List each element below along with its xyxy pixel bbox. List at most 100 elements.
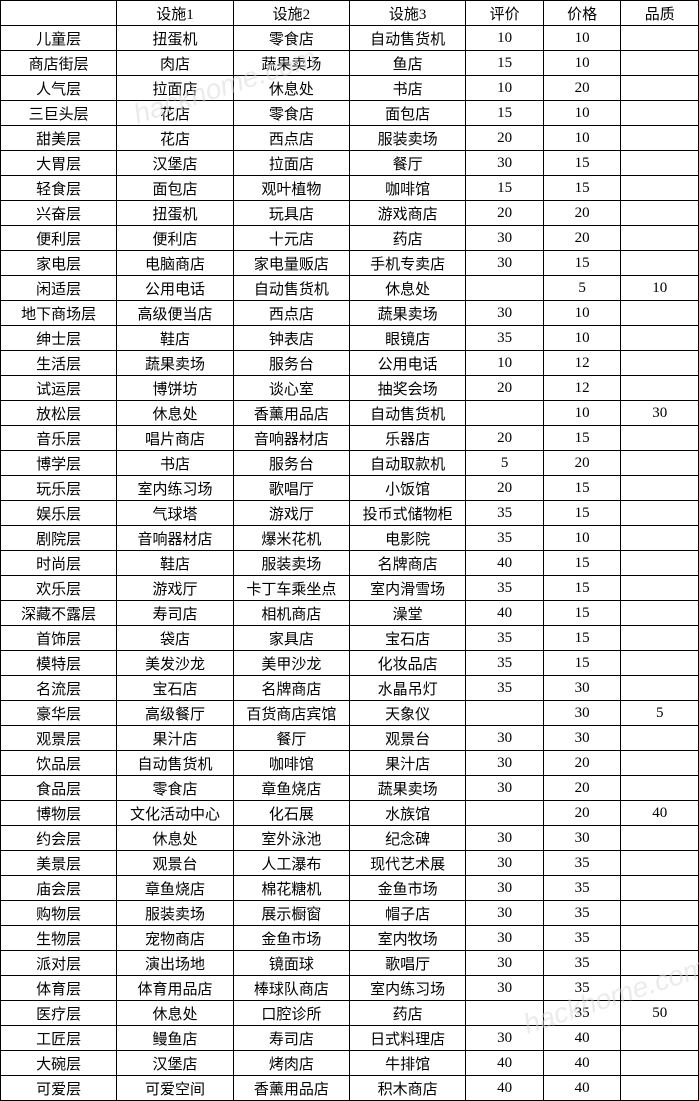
cell: 绅士层: [1, 326, 117, 351]
cell: 三巨头层: [1, 101, 117, 126]
cell: 香薰用品店: [233, 1076, 349, 1101]
facility-table: 设施1设施2设施3评价价格品质 儿童层扭蛋机零食店自动售货机1010商店街层肉店…: [0, 0, 699, 1101]
cell: [621, 901, 699, 926]
table-row: 甜美层花店西点店服装卖场2010: [1, 126, 699, 151]
cell: 现代艺术展: [349, 851, 465, 876]
table-row: 大碗层汉堡店烤肉店牛排馆4040: [1, 1051, 699, 1076]
cell: 12: [543, 351, 621, 376]
cell: [621, 326, 699, 351]
cell: 音响器材店: [117, 526, 233, 551]
table-row: 三巨头层花店零食店面包店1510: [1, 101, 699, 126]
table-row: 体育层体育用品店棒球队商店室内练习场3035: [1, 976, 699, 1001]
cell: 30: [466, 226, 544, 251]
cell: 电影院: [349, 526, 465, 551]
table-row: 豪华层高级餐厅百货商店宾馆天象仪305: [1, 701, 699, 726]
col-header-0: [1, 1, 117, 26]
cell: [621, 426, 699, 451]
cell: 玩乐层: [1, 476, 117, 501]
cell: 医疗层: [1, 1001, 117, 1026]
cell: [621, 126, 699, 151]
cell: 便利层: [1, 226, 117, 251]
cell: 体育用品店: [117, 976, 233, 1001]
table-header-row: 设施1设施2设施3评价价格品质: [1, 1, 699, 26]
cell: 工匠层: [1, 1026, 117, 1051]
cell: 50: [621, 1001, 699, 1026]
cell: 派对层: [1, 951, 117, 976]
cell: 口腔诊所: [233, 1001, 349, 1026]
cell: [621, 951, 699, 976]
cell: 果汁店: [117, 726, 233, 751]
cell: 药店: [349, 226, 465, 251]
cell: 寿司店: [233, 1026, 349, 1051]
cell: [621, 1026, 699, 1051]
cell: 服务台: [233, 451, 349, 476]
cell: 娱乐层: [1, 501, 117, 526]
cell: 40: [466, 1076, 544, 1101]
cell: 试运层: [1, 376, 117, 401]
cell: [466, 701, 544, 726]
cell: 积木商店: [349, 1076, 465, 1101]
cell: [621, 351, 699, 376]
cell: 20: [466, 476, 544, 501]
col-header-6: 品质: [621, 1, 699, 26]
cell: 大碗层: [1, 1051, 117, 1076]
cell: 10: [466, 351, 544, 376]
cell: 便利店: [117, 226, 233, 251]
cell: 35: [466, 501, 544, 526]
cell: 10: [466, 26, 544, 51]
cell: 剧院层: [1, 526, 117, 551]
cell: 唱片商店: [117, 426, 233, 451]
cell: 饮品层: [1, 751, 117, 776]
cell: 30: [466, 876, 544, 901]
cell: 公用电话: [117, 276, 233, 301]
cell: 游戏厅: [117, 576, 233, 601]
cell: 歌唱厅: [349, 951, 465, 976]
cell: 30: [466, 301, 544, 326]
cell: 自动售货机: [349, 401, 465, 426]
cell: 气球塔: [117, 501, 233, 526]
cell: 约会层: [1, 826, 117, 851]
cell: 30: [466, 1026, 544, 1051]
cell: 35: [466, 326, 544, 351]
cell: 购物层: [1, 901, 117, 926]
cell: 宠物商店: [117, 926, 233, 951]
cell: 兴奋层: [1, 201, 117, 226]
cell: 10: [543, 301, 621, 326]
table-row: 名流层宝石店名牌商店水晶吊灯3530: [1, 676, 699, 701]
table-body: 儿童层扭蛋机零食店自动售货机1010商店街层肉店蔬果卖场鱼店1510人气层拉面店…: [1, 26, 699, 1101]
cell: 汉堡店: [117, 1051, 233, 1076]
cell: 地下商场层: [1, 301, 117, 326]
cell: 35: [543, 951, 621, 976]
cell: 生物层: [1, 926, 117, 951]
cell: 化石展: [233, 801, 349, 826]
cell: 服装卖场: [349, 126, 465, 151]
cell: 可爱层: [1, 1076, 117, 1101]
cell: 10: [543, 126, 621, 151]
cell: 放松层: [1, 401, 117, 426]
cell: [466, 1001, 544, 1026]
cell: [621, 876, 699, 901]
table-row: 模特层美发沙龙美甲沙龙化妆品店3515: [1, 651, 699, 676]
cell: 生活层: [1, 351, 117, 376]
table-row: 家电层电脑商店家电量贩店手机专卖店3015: [1, 251, 699, 276]
cell: 玩具店: [233, 201, 349, 226]
cell: 零食店: [117, 776, 233, 801]
table-row: 玩乐层室内练习场歌唱厅小饭馆2015: [1, 476, 699, 501]
cell: 游戏商店: [349, 201, 465, 226]
col-header-4: 评价: [466, 1, 544, 26]
cell: 室内练习场: [349, 976, 465, 1001]
cell: 人气层: [1, 76, 117, 101]
cell: 20: [466, 376, 544, 401]
cell: [621, 101, 699, 126]
cell: [621, 451, 699, 476]
cell: 30: [466, 776, 544, 801]
cell: 纪念碑: [349, 826, 465, 851]
cell: 鳗鱼店: [117, 1026, 233, 1051]
cell: 帽子店: [349, 901, 465, 926]
cell: 观景台: [117, 851, 233, 876]
table-row: 饮品层自动售货机咖啡馆果汁店3020: [1, 751, 699, 776]
cell: 蔬果卖场: [349, 776, 465, 801]
cell: 名流层: [1, 676, 117, 701]
col-header-5: 价格: [543, 1, 621, 26]
cell: 30: [466, 151, 544, 176]
